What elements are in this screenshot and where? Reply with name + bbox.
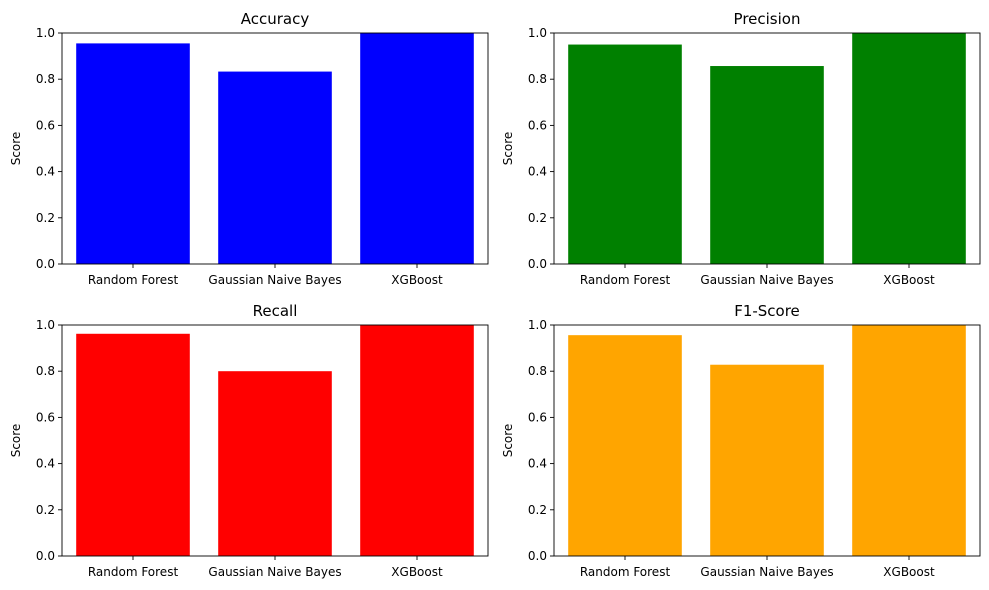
axes-frame-3 [553,324,981,557]
axes-frame-1 [553,32,981,265]
y-tick-label-2-0: 0.0 [36,549,55,563]
axes-frame-2 [61,324,489,557]
subplot-1: Random Forest Gaussian Naive Bayes XGBoost… [501,10,981,287]
bar-2-1 [218,371,332,556]
y-tick-label-2-3: 0.6 [36,410,55,424]
y-tick-label-1-0: 0.0 [528,257,547,271]
y-axis-label-2: Score [9,424,23,458]
y-axis-label-0: Score [9,132,23,166]
x-tick-label-2-2: XGBoost [391,565,443,579]
chart-title-2: Recall [253,302,298,320]
x-tick-label-0-0: Random Forest [88,273,179,287]
bar-2-2 [360,325,474,556]
bar-2-0 [76,333,190,556]
y-tick-label-3-3: 0.6 [528,410,547,424]
bar-1-2 [852,33,966,264]
bar-0-2 [360,33,474,264]
y-tick-label-0-2: 0.4 [36,165,55,179]
x-tick-label-1-2: XGBoost [883,273,935,287]
bar-3-2 [852,325,966,556]
subplot-2: Random Forest Gaussian Naive Bayes XGBoost… [9,302,489,579]
bar-3-1 [710,364,824,556]
y-tick-label-0-5: 1.0 [36,26,55,40]
y-tick-label-0-0: 0.0 [36,257,55,271]
y-tick-label-1-4: 0.8 [528,72,547,86]
axes-frame-0 [61,32,489,265]
chart-title-0: Accuracy [241,10,310,28]
y-tick-label-2-5: 1.0 [36,318,55,332]
y-tick-label-0-4: 0.8 [36,72,55,86]
bar-0-0 [76,43,190,264]
subplot-3: Random Forest Gaussian Naive Bayes XGBoost… [501,302,981,579]
y-tick-label-0-3: 0.6 [36,118,55,132]
x-tick-label-0-1: Gaussian Naive Bayes [208,273,341,287]
y-tick-label-2-2: 0.4 [36,457,55,471]
y-axis-label-1: Score [501,132,515,166]
y-tick-label-3-2: 0.4 [528,457,547,471]
x-tick-label-1-0: Random Forest [580,273,671,287]
x-tick-label-2-1: Gaussian Naive Bayes [208,565,341,579]
y-tick-label-2-4: 0.8 [36,364,55,378]
x-tick-label-0-2: XGBoost [391,273,443,287]
y-tick-label-1-2: 0.4 [528,165,547,179]
y-tick-label-3-4: 0.8 [528,364,547,378]
x-tick-label-3-1: Gaussian Naive Bayes [700,565,833,579]
y-tick-label-3-1: 0.2 [528,503,547,517]
chart-title-1: Precision [734,10,801,28]
x-tick-label-3-2: XGBoost [883,565,935,579]
y-tick-label-3-5: 1.0 [528,318,547,332]
bar-1-0 [568,44,682,264]
y-tick-label-1-1: 0.2 [528,211,547,225]
y-axis-label-3: Score [501,424,515,458]
x-tick-label-3-0: Random Forest [580,565,671,579]
y-tick-label-1-5: 1.0 [528,26,547,40]
subplot-0: Random Forest Gaussian Naive Bayes XGBoost… [9,10,489,287]
bar-0-1 [218,71,332,265]
chart-title-3: F1-Score [734,302,800,320]
x-tick-label-1-1: Gaussian Naive Bayes [700,273,833,287]
bar-3-0 [568,335,682,556]
bar-1-1 [710,66,824,265]
y-tick-label-0-1: 0.2 [36,211,55,225]
y-tick-label-1-3: 0.6 [528,118,547,132]
x-tick-label-2-0: Random Forest [88,565,179,579]
y-tick-label-3-0: 0.0 [528,549,547,563]
y-tick-label-2-1: 0.2 [36,503,55,517]
